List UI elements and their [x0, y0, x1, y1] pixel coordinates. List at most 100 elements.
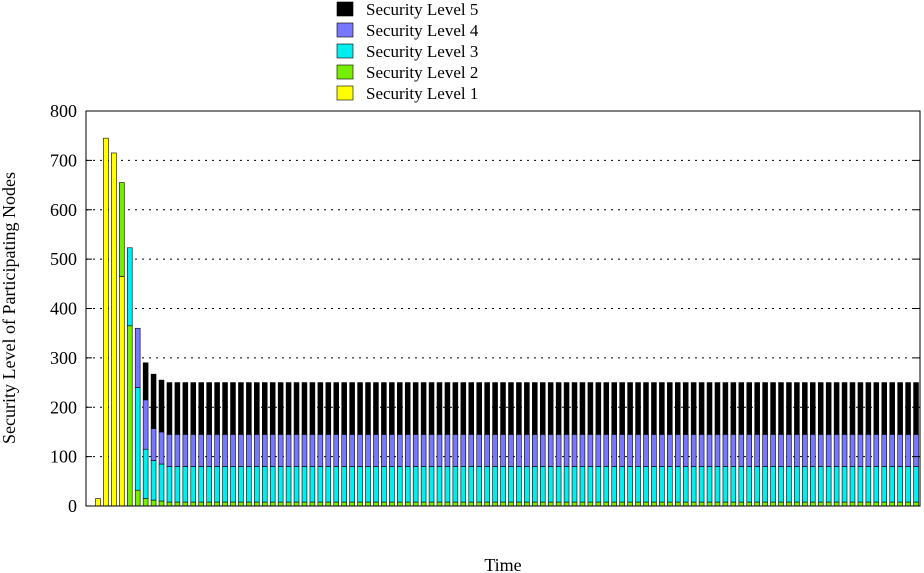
bar-segment-level-4	[770, 434, 776, 467]
bar-segment-level-5	[873, 382, 880, 435]
bar-segment-level-2	[325, 501, 332, 507]
bar-segment-level-2	[357, 501, 363, 507]
bar-segment-level-4	[190, 434, 197, 467]
bar-segment-level-5	[389, 382, 395, 435]
bar-segment-level-5	[754, 382, 760, 435]
bar-segment-level-3	[603, 466, 610, 503]
bar-segment-level-3	[397, 466, 403, 503]
bar-segment-level-4	[238, 434, 244, 467]
bar-segment-level-3	[722, 466, 729, 503]
bar-segment-level-4	[802, 434, 808, 467]
bar-segment-level-5	[468, 382, 475, 435]
bar-segment-level-3	[254, 466, 260, 503]
bar-segment-level-5	[381, 382, 387, 435]
bar-segment-level-5	[349, 382, 355, 435]
bar-segment-level-2	[579, 501, 586, 507]
bar-segment-level-3	[746, 466, 753, 503]
bar-segment-level-2	[524, 501, 530, 507]
bar-segment-level-3	[547, 466, 554, 503]
bar-segment-level-2	[444, 501, 451, 507]
bar-segment-level-4	[857, 434, 864, 467]
bar-segment-level-5	[603, 382, 610, 435]
bar-segment-level-4	[508, 434, 514, 467]
bar-segment-level-4	[865, 434, 872, 467]
bar-segment-level-5	[905, 382, 911, 435]
bar-segment-level-5	[238, 382, 244, 435]
bar-segment-level-4	[174, 434, 181, 467]
bar-segment-level-5	[333, 382, 340, 435]
bar-segment-level-4	[587, 434, 594, 467]
bar-segment-level-4	[690, 434, 697, 467]
bar-segment-level-5	[174, 382, 181, 435]
bar-segment-level-2	[468, 501, 475, 507]
bar-segment-level-4	[428, 434, 435, 467]
bar-segment-level-3	[738, 466, 745, 503]
bar-segment-level-5	[532, 382, 538, 435]
bar-segment-level-5	[674, 382, 681, 435]
bar-segment-level-4	[460, 434, 467, 467]
bar-segment-level-4	[246, 434, 252, 467]
bar-segment-level-3	[674, 466, 681, 503]
bar-segment-level-5	[563, 382, 570, 435]
y-tick-label: 200	[50, 397, 77, 417]
bar-segment-level-5	[571, 382, 578, 435]
bar-segment-level-3	[277, 466, 284, 503]
bar-segment-level-5	[619, 382, 625, 435]
bar-segment-level-3	[754, 466, 760, 503]
bar-segment-level-4	[293, 434, 300, 467]
bar-segment-level-3	[524, 466, 530, 503]
bar-segment-level-5	[436, 382, 443, 435]
bar-segment-level-5	[246, 382, 252, 435]
bar-segment-level-5	[277, 382, 284, 435]
bar-segment-level-4	[150, 428, 157, 461]
bar-segment-level-4	[817, 434, 824, 467]
bar-segment-level-3	[659, 466, 665, 503]
bar-segment-level-5	[555, 382, 562, 435]
bar-segment-level-2	[238, 501, 244, 507]
bar-segment-level-5	[881, 382, 888, 435]
bar-segment-level-5	[611, 382, 617, 435]
bar-segment-level-3	[500, 466, 506, 503]
bar-segment-level-3	[810, 466, 816, 503]
bar-segment-level-4	[182, 434, 189, 467]
bar-segment-level-5	[738, 382, 745, 435]
bar-segment-level-2	[563, 501, 570, 507]
bar-segment-level-4	[134, 327, 141, 388]
bar-segment-level-3	[619, 466, 625, 503]
bar-segment-level-3	[269, 466, 276, 503]
bar-segment-level-2	[373, 501, 379, 507]
bar-segment-level-3	[261, 466, 268, 503]
bar-segment-level-2	[873, 501, 880, 507]
bar-segment-level-2	[754, 501, 760, 507]
bar-segment-level-3	[126, 247, 133, 327]
bar-segment-level-4	[381, 434, 387, 467]
bar-segment-level-2	[674, 501, 681, 507]
bar-segment-level-5	[651, 382, 657, 435]
bar-segment-level-5	[524, 382, 530, 435]
bar-segment-level-4	[706, 434, 713, 467]
bar-segment-level-3	[190, 466, 197, 503]
bar-segment-level-2	[778, 501, 784, 507]
bar-segment-level-5	[166, 382, 173, 435]
bar-segment-level-2	[182, 501, 189, 507]
bar-segment-level-4	[698, 434, 705, 467]
bar-segment-level-4	[579, 434, 586, 467]
bar-segment-level-2	[341, 501, 347, 507]
bar-segment-level-3	[595, 466, 602, 503]
bar-segment-level-3	[325, 466, 332, 503]
bar-segment-level-3	[428, 466, 435, 503]
legend-label: Security Level 4	[366, 21, 479, 40]
bar-segment-level-3	[833, 466, 840, 503]
bar-segment-level-3	[206, 466, 212, 503]
bar-segment-level-3	[309, 466, 316, 503]
bar-segment-level-2	[206, 501, 212, 507]
bar-segment-level-3	[134, 387, 141, 491]
bar-segment-level-5	[865, 382, 872, 435]
bar-segment-level-5	[690, 382, 697, 435]
bar-segment-level-4	[889, 434, 895, 467]
bar-segment-level-5	[269, 382, 276, 435]
bar-segment-level-3	[238, 466, 244, 503]
bar-segment-level-5	[492, 382, 498, 435]
bar-segment-level-5	[158, 379, 165, 433]
bar-segment-level-5	[698, 382, 705, 435]
